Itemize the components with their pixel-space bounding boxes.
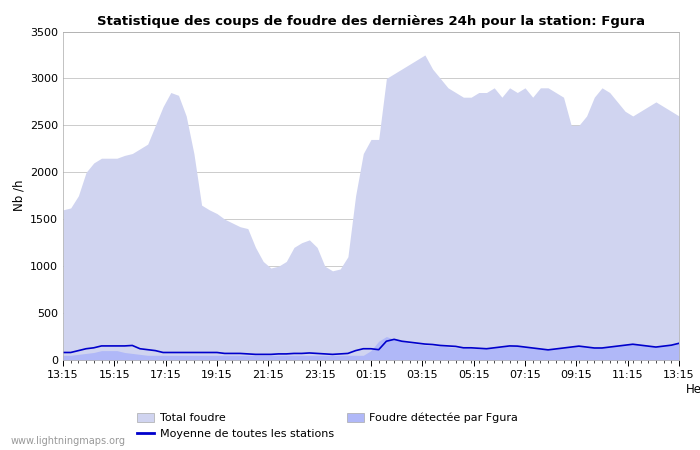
- Text: www.lightningmaps.org: www.lightningmaps.org: [10, 436, 125, 446]
- Legend: Total foudre, Moyenne de toutes les stations, Foudre détectée par Fgura: Total foudre, Moyenne de toutes les stat…: [133, 408, 523, 444]
- Y-axis label: Nb /h: Nb /h: [13, 180, 26, 211]
- Title: Statistique des coups de foudre des dernières 24h pour la station: Fgura: Statistique des coups de foudre des dern…: [97, 14, 645, 27]
- X-axis label: Heure: Heure: [686, 383, 700, 396]
